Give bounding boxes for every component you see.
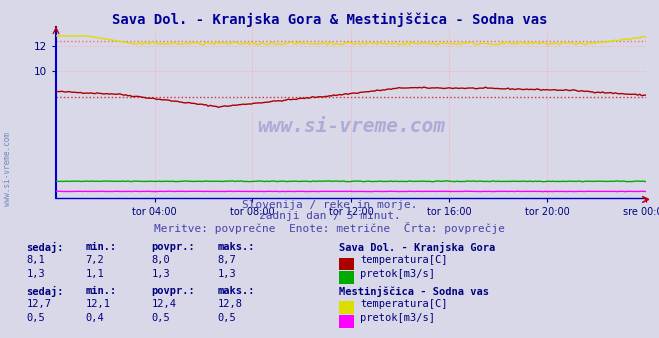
Text: 1,3: 1,3 (152, 269, 170, 279)
Text: Meritve: povprečne  Enote: metrične  Črta: povprečje: Meritve: povprečne Enote: metrične Črta:… (154, 222, 505, 235)
Text: min.:: min.: (86, 286, 117, 296)
Text: 8,1: 8,1 (26, 255, 45, 265)
Text: 12,7: 12,7 (26, 299, 51, 309)
Text: zadnji dan / 5 minut.: zadnji dan / 5 minut. (258, 211, 401, 221)
Text: 1,1: 1,1 (86, 269, 104, 279)
Text: pretok[m3/s]: pretok[m3/s] (360, 269, 436, 279)
Text: Sava Dol. - Kranjska Gora: Sava Dol. - Kranjska Gora (339, 242, 496, 253)
Text: Mestinjščica - Sodna vas: Mestinjščica - Sodna vas (339, 286, 490, 297)
Text: 12,4: 12,4 (152, 299, 177, 309)
Text: 8,7: 8,7 (217, 255, 236, 265)
Text: Slovenija / reke in morje.: Slovenija / reke in morje. (242, 200, 417, 210)
Text: 0,5: 0,5 (26, 313, 45, 323)
Text: pretok[m3/s]: pretok[m3/s] (360, 313, 436, 323)
Text: 8,0: 8,0 (152, 255, 170, 265)
Text: temperatura[C]: temperatura[C] (360, 299, 448, 309)
Text: 0,4: 0,4 (86, 313, 104, 323)
Text: sedaj:: sedaj: (26, 286, 64, 297)
Text: Sava Dol. - Kranjska Gora & Mestinjščica - Sodna vas: Sava Dol. - Kranjska Gora & Mestinjščica… (112, 13, 547, 27)
Text: 1,3: 1,3 (217, 269, 236, 279)
Text: 0,5: 0,5 (152, 313, 170, 323)
Text: maks.:: maks.: (217, 286, 255, 296)
Text: 1,3: 1,3 (26, 269, 45, 279)
Text: www.si-vreme.com: www.si-vreme.com (257, 117, 445, 136)
Text: maks.:: maks.: (217, 242, 255, 252)
Text: min.:: min.: (86, 242, 117, 252)
Text: 12,8: 12,8 (217, 299, 243, 309)
Text: temperatura[C]: temperatura[C] (360, 255, 448, 265)
Text: www.si-vreme.com: www.si-vreme.com (3, 132, 13, 206)
Text: 0,5: 0,5 (217, 313, 236, 323)
Text: povpr.:: povpr.: (152, 286, 195, 296)
Text: 12,1: 12,1 (86, 299, 111, 309)
Text: sedaj:: sedaj: (26, 242, 64, 253)
Text: povpr.:: povpr.: (152, 242, 195, 252)
Text: 7,2: 7,2 (86, 255, 104, 265)
